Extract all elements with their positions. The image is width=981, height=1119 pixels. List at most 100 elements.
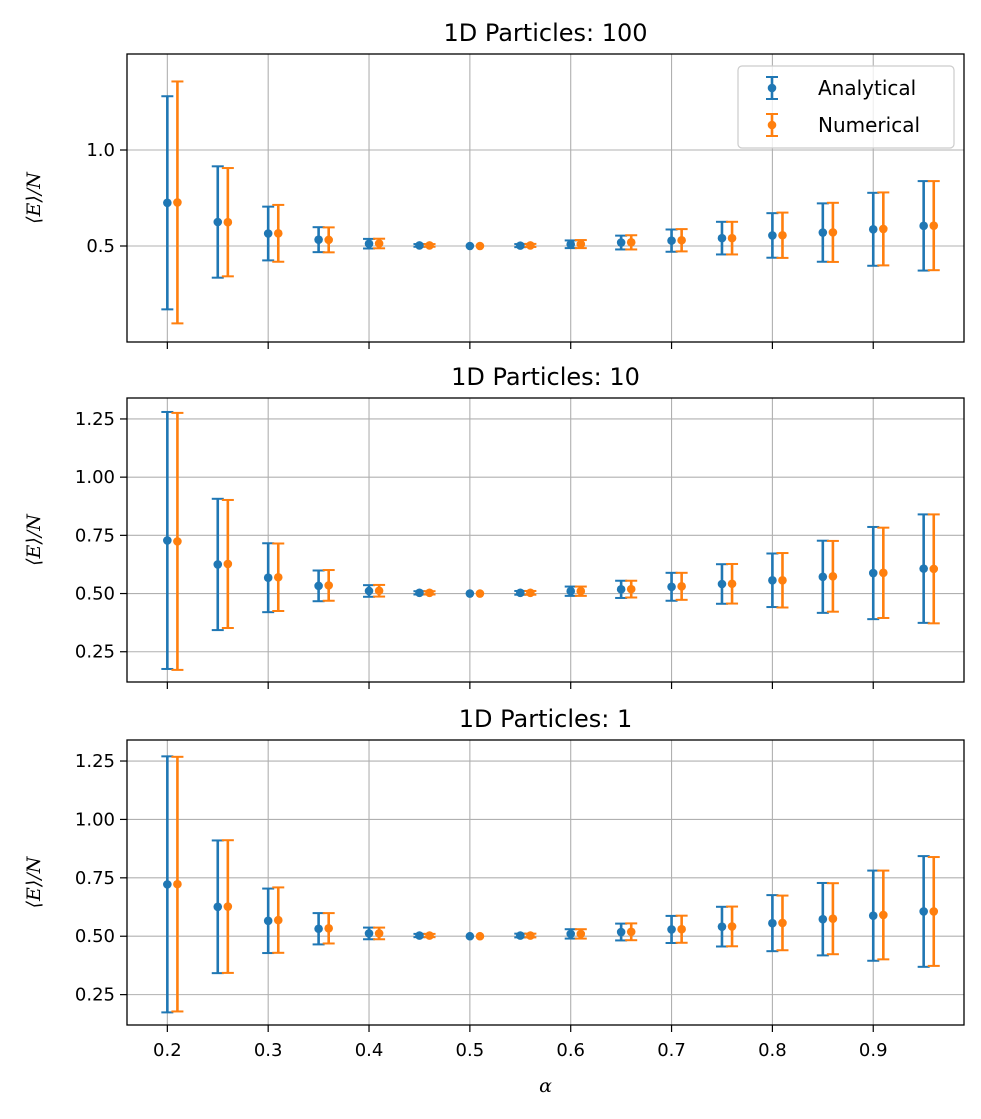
data-point [818, 914, 828, 924]
x-tick-label: 0.8 [758, 1040, 787, 1061]
legend-label: Numerical [818, 113, 920, 137]
data-point [374, 929, 384, 938]
data-point [324, 923, 333, 933]
y-tick-label: 0.5 [86, 236, 115, 257]
data-point [727, 579, 737, 589]
data-point [879, 568, 888, 578]
data-point [415, 241, 424, 250]
data-point [677, 582, 686, 591]
data-point [173, 537, 182, 546]
data-point [314, 581, 323, 591]
y-tick-label: 1.25 [75, 409, 115, 430]
data-point [515, 241, 525, 250]
data-point [868, 224, 878, 234]
data-point [475, 241, 485, 251]
series-analytical [161, 410, 930, 670]
data-point [778, 230, 787, 240]
data-point [616, 927, 626, 937]
data-point [374, 239, 384, 248]
x-axis-label: α [539, 1075, 552, 1097]
data-point [616, 585, 626, 594]
data-point [364, 929, 374, 938]
data-point [526, 588, 535, 598]
data-point [566, 239, 576, 249]
data-point [163, 880, 172, 889]
data-point [626, 238, 636, 247]
data-point [868, 911, 878, 920]
x-tick-label: 0.4 [355, 1040, 384, 1061]
x-tick-label: 0.7 [657, 1040, 686, 1061]
y-tick-label: 0.50 [75, 584, 115, 605]
y-axis-label: ⟨E⟩/N [23, 171, 45, 224]
y-axis-label: ⟨E⟩/N [23, 513, 45, 566]
data-point [727, 233, 737, 243]
data-point [223, 559, 233, 569]
data-point [314, 924, 323, 934]
data-point [263, 916, 273, 926]
data-point [929, 221, 939, 230]
y-axis-label: ⟨E⟩/N [23, 855, 45, 908]
data-point [173, 879, 182, 889]
panel-title: 1D Particles: 10 [451, 363, 640, 391]
data-point [425, 931, 434, 940]
y-tick-label: 0.50 [75, 926, 115, 947]
legend-marker-dot [767, 120, 777, 130]
data-point [879, 224, 888, 234]
data-point [768, 918, 777, 928]
data-point [566, 929, 576, 939]
data-point [667, 236, 676, 245]
data-point [919, 564, 928, 573]
data-point [324, 581, 333, 590]
panel-title: 1D Particles: 1 [459, 705, 633, 733]
data-point [677, 235, 686, 245]
data-point [425, 241, 434, 250]
data-point [626, 927, 636, 937]
data-point [768, 575, 777, 585]
series-numerical [171, 411, 940, 671]
data-point [273, 229, 283, 238]
data-point [778, 575, 787, 585]
data-point [425, 588, 434, 598]
y-tick-label: 1.00 [75, 467, 115, 488]
data-point [314, 235, 323, 244]
data-point [415, 588, 424, 598]
data-point [727, 922, 737, 931]
y-tick-label: 0.25 [75, 985, 115, 1006]
y-tick-label: 1.00 [75, 809, 115, 830]
data-point [515, 931, 525, 940]
series-analytical [161, 95, 930, 311]
data-point [526, 241, 535, 250]
data-point [667, 582, 676, 592]
data-point [526, 931, 535, 940]
data-point [465, 931, 475, 941]
axes-frame [126, 53, 965, 343]
data-point [717, 922, 727, 931]
data-point [818, 572, 828, 582]
axes-frame [126, 397, 965, 683]
data-point [778, 918, 787, 928]
y-tick-label: 0.75 [75, 868, 115, 889]
data-point [163, 536, 172, 545]
data-point [324, 235, 333, 245]
y-tick-label: 0.25 [75, 642, 115, 663]
data-point [677, 924, 686, 934]
data-point [616, 238, 626, 247]
x-tick-label: 0.3 [254, 1040, 283, 1061]
data-point [374, 586, 384, 596]
data-point [465, 241, 475, 251]
data-point [515, 588, 525, 598]
data-point [919, 221, 928, 231]
data-point [163, 198, 172, 208]
legend-box [737, 65, 955, 149]
data-point [263, 229, 273, 238]
data-point [576, 586, 586, 596]
data-point [213, 560, 223, 569]
data-point [576, 929, 586, 939]
data-point [626, 584, 636, 594]
data-point [475, 589, 485, 598]
data-point [717, 579, 727, 589]
data-point [818, 228, 828, 237]
panel-2: 0.25 0.50 0.75 1.00 1.25 1D Particles: 10 ⟨E⟩/… [23, 363, 965, 689]
data-point [213, 902, 223, 912]
